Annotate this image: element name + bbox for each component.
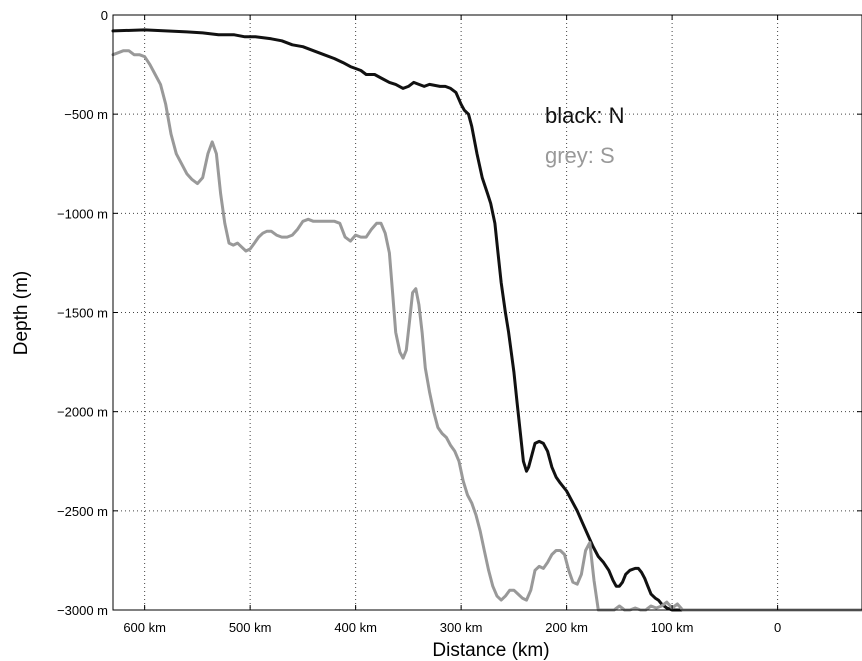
y-tick-label: 0 (101, 8, 108, 23)
x-tick-label: 600 km (123, 620, 166, 635)
y-tick-label: −3000 m (57, 603, 108, 618)
tick-labels: 600 km 500 km 400 km 300 km 200 km 100 km 0 0 −5… (57, 8, 781, 635)
series-south-line (111, 49, 862, 612)
y-tick-label: −1500 m (57, 306, 108, 321)
x-tick-label: 200 km (545, 620, 588, 635)
series-layer (111, 28, 862, 612)
x-tick-label: 500 km (229, 620, 272, 635)
x-tick-label: 400 km (334, 620, 377, 635)
y-tick-label: −2000 m (57, 405, 108, 420)
x-axis-label: Distance (km) (432, 640, 549, 661)
axis-ticks (113, 14, 862, 611)
y-tick-label: −1000 m (57, 206, 108, 221)
grid-lines (113, 14, 862, 611)
y-axis-label: Depth (m) (11, 271, 32, 355)
x-tick-label: 300 km (440, 620, 483, 635)
x-tick-label: 0 (774, 620, 781, 635)
y-tick-label: −500 m (64, 107, 108, 122)
series-north-line (111, 28, 862, 612)
legend-south-label: grey: S (545, 143, 615, 168)
y-tick-label: −2500 m (57, 504, 108, 519)
x-tick-label: 100 km (651, 620, 694, 635)
legend-north-label: black: N (545, 103, 624, 128)
